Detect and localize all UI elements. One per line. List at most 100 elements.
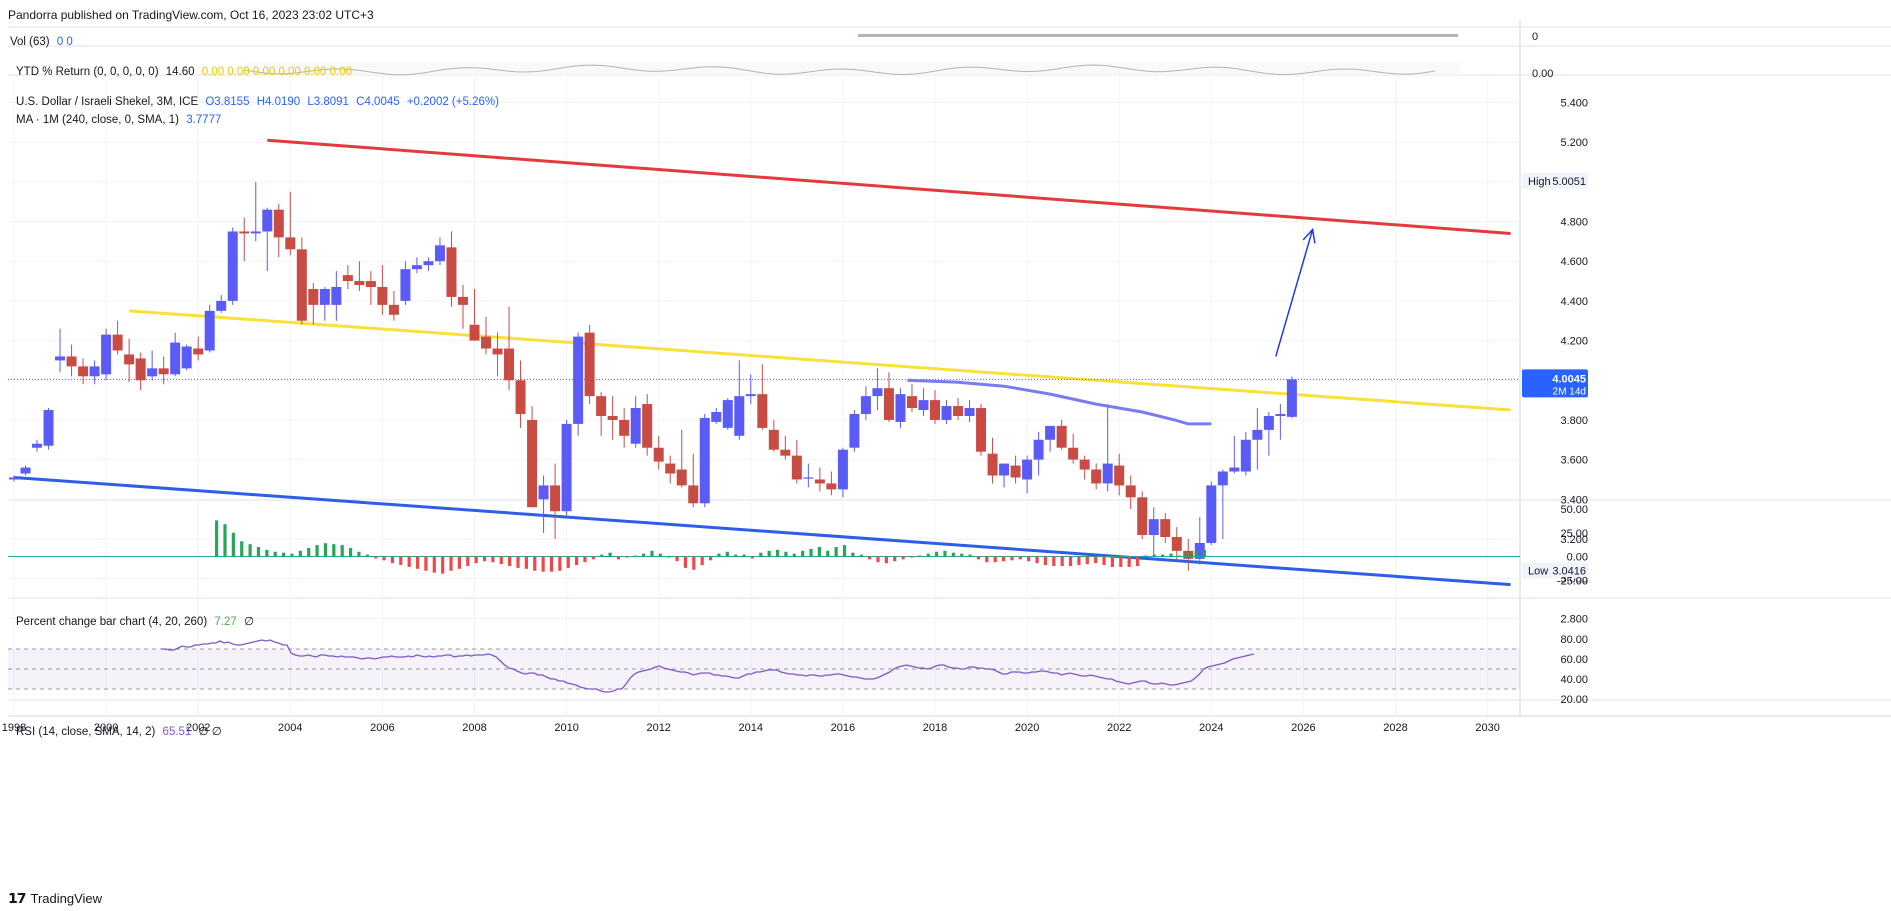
pct-bar — [524, 556, 528, 569]
pct-legend[interactable]: Percent change bar chart (4, 20, 260) 7.… — [16, 614, 254, 628]
candle-body — [239, 231, 250, 234]
candle-body — [906, 396, 917, 409]
pct-bar — [1161, 554, 1165, 557]
price-tick-label: 5.200 — [1560, 137, 1588, 149]
candle-body — [757, 394, 768, 428]
ytd-legend-label: YTD % Return (0, 0, 0, 0, 0) — [16, 66, 159, 78]
vol-legend-value: 0 0 — [56, 36, 73, 48]
candle-body — [573, 336, 584, 424]
time-tick-label: 2028 — [1383, 722, 1407, 734]
candle-body — [780, 449, 791, 456]
candle-body — [273, 209, 284, 238]
candle-body — [170, 342, 181, 375]
candle-body — [400, 269, 411, 301]
pct-bar — [583, 556, 587, 563]
candle-body — [492, 348, 503, 355]
candle-body — [319, 288, 330, 305]
rsi-legend-label: RSI (14, close, SMA, 14, 2) — [16, 726, 156, 738]
pct-bar — [935, 551, 939, 557]
pct-bar — [742, 554, 746, 557]
price-tick-label: 4.200 — [1560, 336, 1588, 348]
candle-body — [711, 412, 722, 422]
pct-bar — [1110, 556, 1115, 567]
pct-bar — [558, 556, 562, 571]
ytd-band — [245, 63, 1460, 76]
candle-body — [388, 304, 399, 315]
rsi-legend[interactable]: RSI (14, close, SMA, 14, 2) 65.51 ∅ ∅ — [16, 724, 222, 738]
pct-bar — [340, 545, 344, 557]
pct-bar — [374, 556, 378, 559]
time-tick-label: 2030 — [1475, 722, 1499, 734]
candle-body — [504, 348, 515, 381]
candle-body — [837, 449, 848, 490]
pct-bar — [223, 524, 227, 557]
candle-body — [826, 483, 837, 490]
pct-bar — [332, 544, 336, 557]
candle-body — [158, 368, 169, 375]
candle-body — [642, 404, 653, 448]
main-legend[interactable]: U.S. Dollar / Israeli Shekel, 3M, ICE O3… — [16, 96, 499, 108]
pct-bar — [231, 532, 235, 557]
pct-bar — [834, 547, 838, 557]
pct-bar — [1194, 550, 1198, 557]
pct-bar — [307, 547, 311, 557]
pct-bar — [893, 556, 897, 562]
candle-body — [181, 346, 192, 369]
rsi-tick-label: 20.00 — [1560, 694, 1588, 706]
time-tick-label: 2020 — [1015, 722, 1039, 734]
time-tick-label: 2012 — [646, 722, 670, 734]
ma-legend[interactable]: MA · 1M (240, close, 0, SMA, 1) 3.7777 — [16, 114, 221, 126]
pct-bar — [399, 556, 403, 566]
price-tick-label: 4.400 — [1560, 296, 1588, 308]
low-label-bg — [1522, 562, 1588, 579]
vol-legend[interactable]: Vol (63) 0 0 — [10, 36, 73, 48]
pct-bar — [508, 556, 512, 566]
high-value: 5.0051 — [1552, 176, 1586, 188]
candle-body — [411, 265, 422, 270]
candle-body — [1217, 471, 1228, 486]
candle-body — [1010, 465, 1021, 478]
ohlc-close: C4.0045 — [356, 96, 400, 108]
candle-body — [688, 485, 699, 504]
pct-bar — [801, 550, 805, 557]
symbol-label: U.S. Dollar / Israeli Shekel, 3M, ICE — [16, 96, 199, 108]
pct-bar — [466, 556, 470, 566]
candle-body — [999, 463, 1010, 476]
pct-bar — [708, 556, 713, 561]
pct-bar — [1177, 555, 1181, 557]
pct-bar — [1102, 556, 1106, 566]
candle-body — [423, 261, 434, 266]
tradingview-brand: TradingView — [30, 891, 103, 906]
pct-bar — [441, 556, 445, 574]
pct-bar — [968, 554, 972, 557]
pct-bar — [909, 556, 914, 558]
candle-body — [1137, 497, 1148, 536]
ytd-legend[interactable]: YTD % Return (0, 0, 0, 0, 0) 14.60 0.00 … — [16, 66, 352, 78]
pct-bar — [491, 556, 495, 563]
time-tick-label: 2006 — [370, 722, 394, 734]
ma-line — [907, 378, 1212, 426]
candle-body — [665, 463, 676, 474]
ohlc-open: O3.8155 — [205, 96, 250, 108]
arrow-line — [1275, 229, 1314, 357]
price-tick-label: 3.200 — [1560, 534, 1588, 546]
tradingview-footer[interactable]: 𝟭𝟳 TradingView — [8, 890, 102, 907]
candle-body — [1079, 459, 1090, 470]
candle-body — [941, 406, 952, 420]
high-label-bg — [1522, 172, 1588, 189]
time-tick-label: 2024 — [1199, 722, 1223, 734]
pct-legend-extra: ∅ — [243, 616, 254, 628]
pct-bar — [533, 556, 537, 571]
low-value: 3.0416 — [1552, 565, 1586, 577]
candle-body — [66, 356, 77, 367]
pct-bar — [650, 550, 654, 557]
pct-bar — [365, 554, 369, 557]
pct-bar — [868, 556, 872, 560]
pct-bar — [390, 556, 395, 564]
candle-body — [976, 408, 987, 452]
candle-body — [296, 249, 307, 321]
candle-body — [112, 334, 123, 351]
ytd-legend-value: 14.60 — [165, 66, 195, 78]
candle-body — [1056, 425, 1067, 448]
